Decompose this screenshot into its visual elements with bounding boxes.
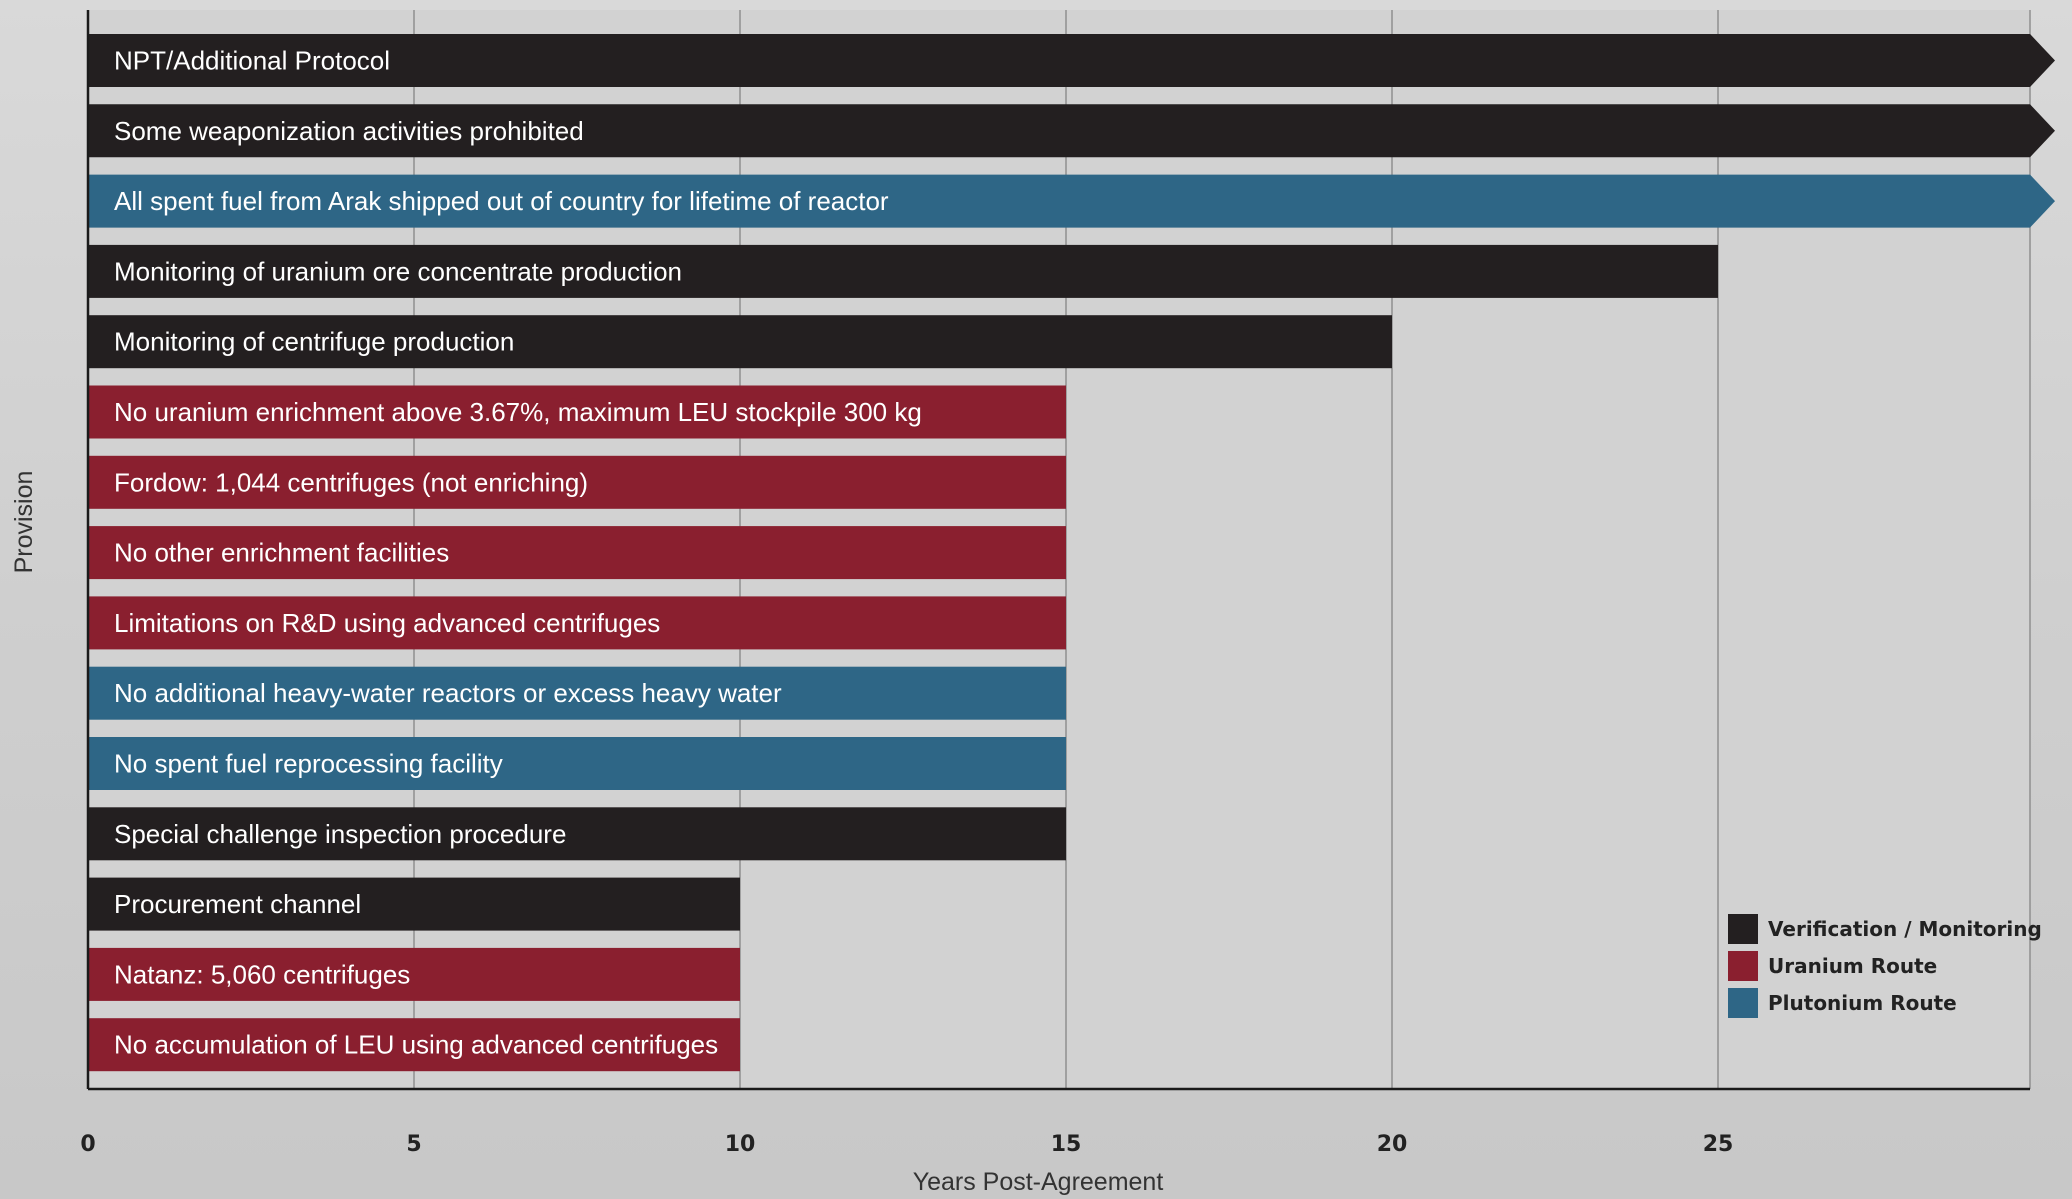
bar-label: Limitations on R&D using advanced centri… [114, 608, 660, 638]
bar-row: Monitoring of uranium ore concentrate pr… [88, 244, 1718, 298]
bar-label: Procurement channel [114, 889, 361, 919]
bar-row: No accumulation of LEU using advanced ce… [88, 1018, 740, 1072]
bars-group: NPT/Additional Protocol Some weaponizatio… [88, 34, 2055, 1072]
axes-group [86, 10, 2030, 1091]
legend-swatch [1728, 951, 1758, 981]
legend-swatch [1728, 914, 1758, 944]
legend-label: Uranium Route [1768, 954, 1937, 978]
bar [88, 807, 1066, 861]
bar-label: All spent fuel from Arak shipped out of … [114, 186, 889, 216]
bar-label: No uranium enrichment above 3.67%, maxim… [114, 397, 922, 427]
bar-row: Fordow: 1,044 centrifuges (not enriching… [88, 455, 1066, 509]
bar-row: Some weaponization activities prohibited [88, 104, 2055, 158]
bar-label: No spent fuel reprocessing facility [114, 749, 503, 779]
bar-row: No other enrichment facilities [88, 526, 1066, 580]
bar [88, 385, 1066, 439]
bar [88, 666, 1066, 720]
legend: Verification / Monitoring Uranium Route Pl… [1728, 914, 2042, 1018]
bar-row: No uranium enrichment above 3.67%, maxim… [88, 385, 1066, 439]
bar [88, 877, 740, 931]
bar-row: No spent fuel reprocessing facility [88, 737, 1066, 790]
bar-label: Monitoring of uranium ore concentrate pr… [114, 256, 682, 286]
bar-label: Fordow: 1,044 centrifuges (not enriching… [114, 467, 588, 497]
bar-arrow [88, 174, 2055, 228]
x-tick-label: 0 [80, 1132, 95, 1157]
bar-arrow [88, 104, 2055, 158]
legend-item: Plutonium Route [1728, 988, 1957, 1018]
legend-item: Verification / Monitoring [1728, 914, 2042, 944]
bar [88, 596, 1066, 650]
x-tick-label: 20 [1377, 1132, 1408, 1157]
bar-label: Natanz: 5,060 centrifuges [114, 959, 410, 989]
legend-label: Verification / Monitoring [1768, 917, 2042, 941]
x-tick-label: 15 [1051, 1132, 1082, 1157]
bar [88, 244, 1718, 298]
x-axis-title: Years Post-Agreement [913, 1168, 1164, 1196]
bar-label: NPT/Additional Protocol [114, 46, 390, 76]
x-tick-labels: 0 5 10 15 20 25 [80, 1132, 1733, 1157]
bar-label: No accumulation of LEU using advanced ce… [114, 1030, 718, 1060]
bar-row: No additional heavy-water reactors or ex… [88, 666, 1066, 720]
x-tick-label: 25 [1703, 1132, 1734, 1157]
bar [88, 526, 1066, 580]
bar-arrow [88, 34, 2055, 87]
bar-row: Procurement channel [88, 877, 740, 931]
bar-label: No other enrichment facilities [114, 538, 449, 568]
bar-row: NPT/Additional Protocol [88, 34, 2055, 87]
bar [88, 1018, 740, 1072]
x-tick-label: 5 [406, 1132, 421, 1157]
bar-row: Special challenge inspection procedure [88, 807, 1066, 861]
x-tick-label: 10 [725, 1132, 756, 1157]
bar-label: Monitoring of centrifuge production [114, 327, 514, 357]
legend-item: Uranium Route [1728, 951, 1937, 981]
bar [88, 315, 1392, 369]
bar [88, 737, 1066, 790]
bar-label: No additional heavy-water reactors or ex… [114, 678, 782, 708]
bar-row: All spent fuel from Arak shipped out of … [88, 174, 2055, 228]
bar-row: Monitoring of centrifuge production [88, 315, 1392, 369]
legend-swatch [1728, 988, 1758, 1018]
bar-label: Some weaponization activities prohibited [114, 116, 584, 146]
bar [88, 455, 1066, 509]
bar-row: Limitations on R&D using advanced centri… [88, 596, 1066, 650]
y-axis-title: Provision [10, 471, 38, 574]
bar [88, 947, 740, 1001]
bar-row: Natanz: 5,060 centrifuges [88, 947, 740, 1001]
bar-label: Special challenge inspection procedure [114, 819, 566, 849]
legend-label: Plutonium Route [1768, 991, 1957, 1015]
